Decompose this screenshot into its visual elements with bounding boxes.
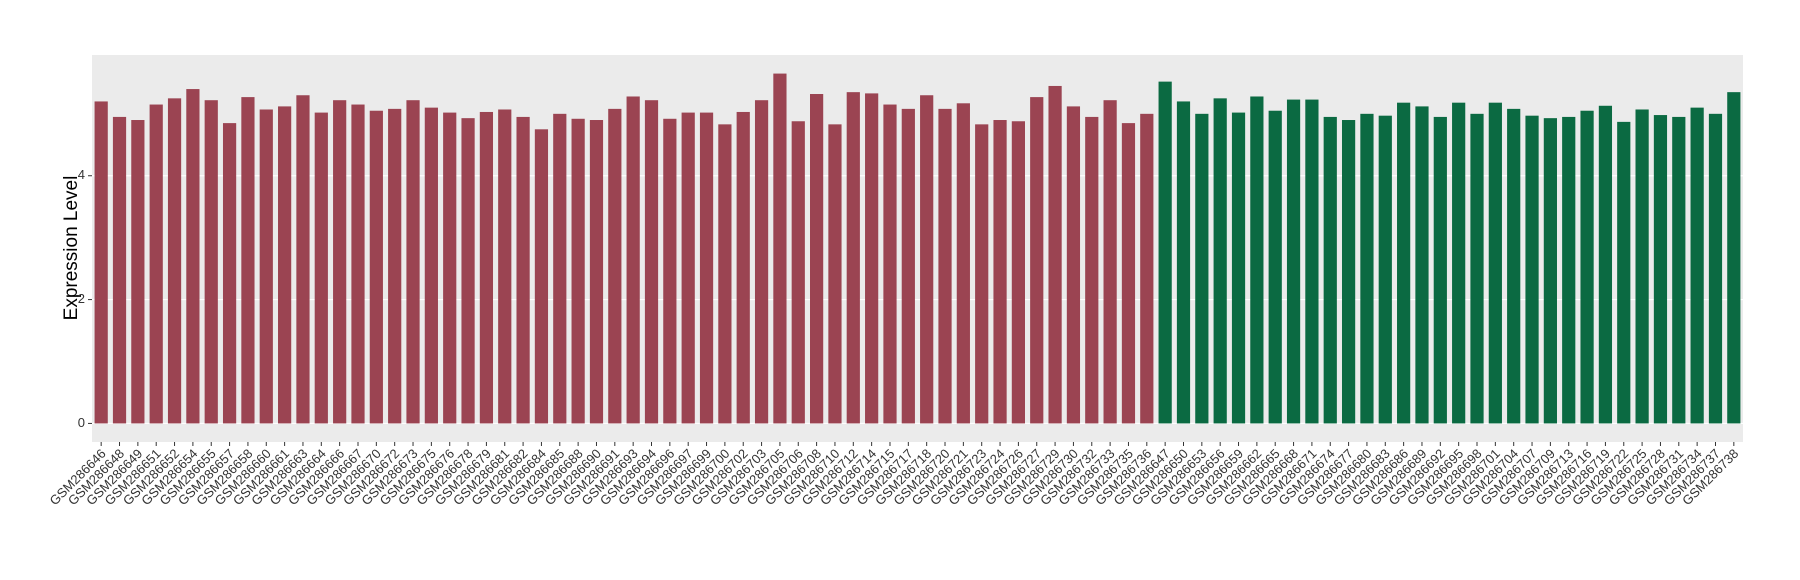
bar [1250,96,1264,424]
bar [1341,120,1356,424]
bar [1158,81,1172,424]
bar [1140,113,1154,424]
bar [149,104,163,424]
bar [1030,97,1044,424]
bar [498,109,512,424]
bar [846,92,860,424]
bar [754,100,769,424]
bar [186,89,200,424]
y-tick-label: 4 [78,167,85,182]
bar [1672,116,1686,424]
plot-panel [92,55,1743,442]
bar [1580,110,1594,424]
bar [626,96,640,424]
bar [1011,121,1025,424]
bar [1378,115,1392,424]
bar [791,121,805,424]
bar [810,94,824,424]
bar [443,112,457,424]
bar [1708,113,1723,424]
bar [1103,100,1117,424]
bar [938,108,952,424]
bar [1360,113,1374,424]
y-tick-label: 2 [78,291,85,306]
bar [920,95,934,424]
bar [865,93,879,424]
bar [1085,116,1099,424]
bar [516,116,530,424]
bar [167,98,182,424]
bar [663,118,677,424]
bar [1653,115,1668,424]
y-tick-label: 0 [78,415,85,430]
bar [644,100,659,424]
bar [1690,107,1704,424]
bar [571,118,585,424]
bar [736,111,750,424]
bar [204,100,218,424]
bar [351,104,365,424]
bar [534,129,549,424]
bar [608,108,622,424]
bar [131,120,145,424]
bar [1048,85,1062,424]
y-axis-label: Expression Level [61,176,82,321]
bar [1525,115,1539,424]
bar [1231,112,1246,424]
bar [1635,109,1649,424]
bar [1213,98,1227,424]
bar [1598,105,1613,424]
bar [1415,106,1429,424]
bar [1121,123,1136,424]
bar [975,124,989,424]
bar [388,108,402,424]
bar [1176,101,1191,424]
bar [1470,113,1484,424]
bar [773,73,787,424]
bar [369,110,383,424]
bar [553,113,567,424]
bar [1727,92,1741,424]
bar [699,112,714,424]
bar [1397,102,1411,424]
bar [424,107,438,424]
bar [278,106,292,424]
bar [479,111,494,424]
bar [333,100,347,424]
bar [406,100,420,424]
bar [314,112,328,424]
bar [1268,110,1282,424]
bar [296,95,310,424]
bar [1433,116,1447,424]
bar [1617,121,1631,424]
bar [1323,116,1337,424]
bar [461,118,475,424]
bar [1452,102,1466,424]
bar [956,103,970,424]
bar [993,120,1007,424]
bar [828,124,842,424]
bar [718,124,732,424]
bar [259,109,273,424]
bar [94,101,108,424]
bar [1305,99,1319,424]
bar [1543,118,1557,424]
bar [222,123,237,424]
bar [901,108,915,424]
bar [1195,113,1209,424]
bar [1066,106,1081,424]
bar [883,104,897,424]
bar [241,97,255,424]
bar [1286,99,1301,424]
bar [1562,116,1576,424]
bar [1507,108,1521,424]
bar [681,112,695,424]
bar [1488,102,1502,424]
bar [589,120,604,424]
bar [112,116,127,424]
